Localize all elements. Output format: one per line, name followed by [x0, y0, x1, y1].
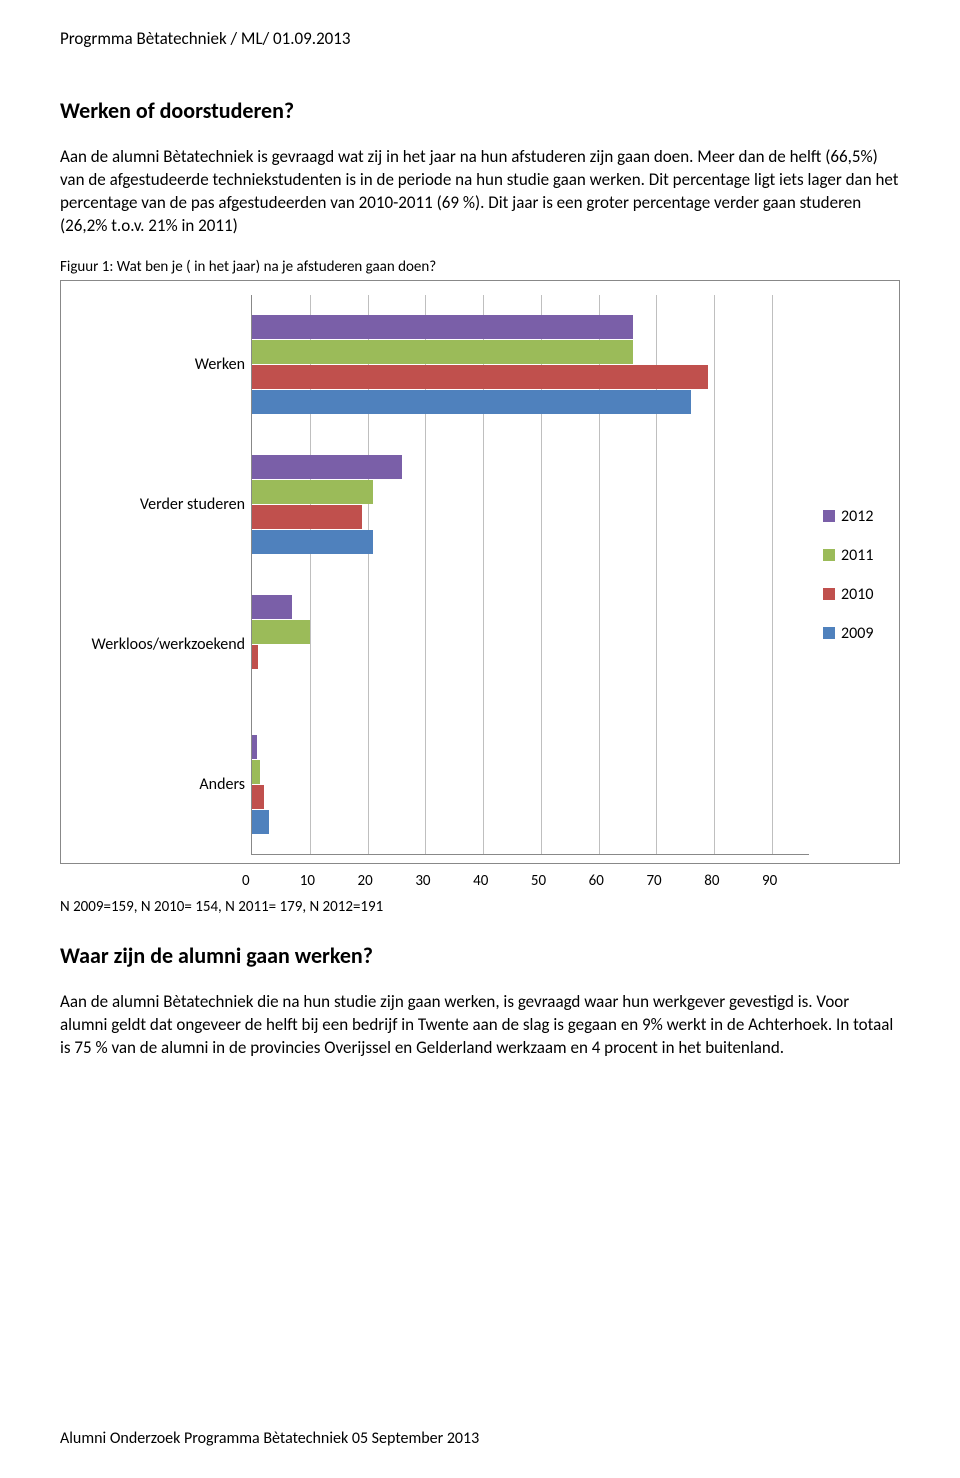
- bars-group: [252, 295, 708, 435]
- x-tick: 20: [358, 872, 373, 890]
- category-label: Werken: [91, 295, 251, 435]
- chart-footnote: N 2009=159, N 2010= 154, N 2011= 179, N …: [60, 898, 900, 916]
- bars-group: [252, 435, 402, 575]
- x-tick: 90: [762, 872, 777, 890]
- x-tick: 60: [589, 872, 604, 890]
- page-header: Progrmma Bètatechniek / ML/ 01.09.2013: [60, 28, 900, 49]
- legend-label: 2010: [841, 585, 873, 604]
- legend-swatch: [823, 510, 835, 522]
- bar-chart: WerkenVerder studerenWerkloos/werkzoeken…: [60, 280, 900, 864]
- legend-item: 2009: [823, 624, 899, 643]
- legend-swatch: [823, 588, 835, 600]
- category-label: Werkloos/werkzoekend: [91, 575, 251, 715]
- legend-item: 2012: [823, 507, 899, 526]
- bar: [252, 530, 373, 554]
- bar: [252, 645, 258, 669]
- figure-caption: Figuur 1: Wat ben je ( in het jaar) na j…: [60, 258, 900, 276]
- category-label: Verder studeren: [91, 435, 251, 575]
- bar: [252, 505, 362, 529]
- legend-item: 2010: [823, 585, 899, 604]
- bar: [252, 735, 257, 759]
- x-tick: 30: [415, 872, 430, 890]
- bar: [252, 365, 708, 389]
- bar: [252, 455, 402, 479]
- legend-swatch: [823, 627, 835, 639]
- x-tick: 50: [531, 872, 546, 890]
- x-tick: 70: [646, 872, 661, 890]
- legend-label: 2009: [841, 624, 873, 643]
- section-body-2: Aan de alumni Bètatechniek die na hun st…: [60, 991, 900, 1060]
- bar: [252, 595, 292, 619]
- section-title-1: Werken of doorstuderen?: [60, 97, 900, 124]
- bar: [252, 340, 633, 364]
- x-tick: 0: [242, 872, 250, 890]
- bar: [252, 760, 260, 784]
- legend-item: 2011: [823, 546, 899, 565]
- bar: [252, 810, 269, 834]
- bar: [252, 315, 633, 339]
- legend-label: 2011: [841, 546, 873, 565]
- x-tick: 80: [704, 872, 719, 890]
- category-label: Anders: [91, 715, 251, 855]
- legend-swatch: [823, 549, 835, 561]
- section-title-2: Waar zijn de alumni gaan werken?: [60, 942, 900, 969]
- bars-group: [252, 575, 310, 715]
- bar: [252, 480, 373, 504]
- gridline: [772, 295, 773, 854]
- x-tick: 10: [300, 872, 315, 890]
- bars-group: [252, 715, 269, 855]
- legend-label: 2012: [841, 507, 873, 526]
- section-body-1: Aan de alumni Bètatechniek is gevraagd w…: [60, 146, 900, 238]
- page-footer: Alumni Onderzoek Programma Bètatechniek …: [60, 1429, 479, 1448]
- bar: [252, 390, 691, 414]
- bar: [252, 620, 310, 644]
- x-tick: 40: [473, 872, 488, 890]
- bar: [252, 785, 264, 809]
- gridline: [714, 295, 715, 854]
